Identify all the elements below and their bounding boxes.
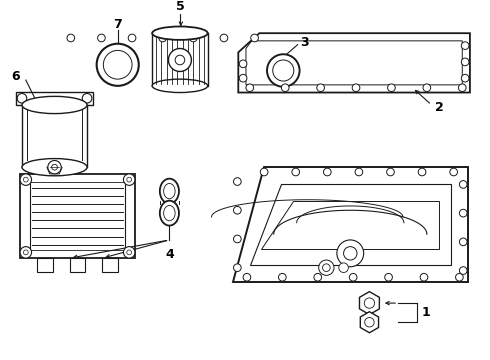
Polygon shape bbox=[37, 258, 52, 271]
Circle shape bbox=[388, 84, 395, 91]
Polygon shape bbox=[250, 184, 451, 265]
Circle shape bbox=[456, 274, 463, 281]
Circle shape bbox=[239, 75, 247, 82]
Circle shape bbox=[48, 161, 61, 174]
Ellipse shape bbox=[160, 201, 179, 226]
Circle shape bbox=[461, 58, 469, 66]
Circle shape bbox=[251, 34, 258, 42]
Polygon shape bbox=[70, 258, 85, 271]
Circle shape bbox=[82, 94, 92, 103]
Polygon shape bbox=[360, 312, 379, 333]
Circle shape bbox=[349, 274, 357, 281]
Circle shape bbox=[460, 209, 467, 217]
Circle shape bbox=[461, 42, 469, 49]
Circle shape bbox=[234, 178, 241, 185]
Text: 3: 3 bbox=[300, 36, 309, 49]
Circle shape bbox=[339, 263, 348, 273]
Circle shape bbox=[123, 174, 135, 185]
Ellipse shape bbox=[160, 179, 179, 203]
Circle shape bbox=[352, 84, 360, 91]
Ellipse shape bbox=[152, 79, 208, 93]
Circle shape bbox=[318, 260, 334, 275]
Circle shape bbox=[420, 274, 428, 281]
Circle shape bbox=[317, 84, 324, 91]
Circle shape bbox=[128, 34, 136, 42]
Text: 7: 7 bbox=[113, 18, 122, 31]
Text: 6: 6 bbox=[11, 70, 20, 83]
Polygon shape bbox=[261, 201, 440, 248]
Circle shape bbox=[314, 274, 321, 281]
Polygon shape bbox=[102, 258, 118, 271]
Circle shape bbox=[281, 84, 289, 91]
Circle shape bbox=[234, 235, 241, 243]
Circle shape bbox=[460, 238, 467, 246]
Circle shape bbox=[337, 240, 364, 267]
Polygon shape bbox=[238, 33, 470, 93]
Text: 4: 4 bbox=[165, 248, 174, 261]
Text: 5: 5 bbox=[175, 0, 184, 13]
Circle shape bbox=[97, 44, 139, 86]
Circle shape bbox=[103, 50, 132, 79]
Circle shape bbox=[239, 60, 247, 68]
Polygon shape bbox=[233, 167, 468, 282]
Circle shape bbox=[355, 168, 363, 176]
Ellipse shape bbox=[164, 184, 175, 199]
Circle shape bbox=[387, 168, 394, 176]
Circle shape bbox=[246, 84, 254, 91]
Text: 2: 2 bbox=[436, 102, 444, 114]
Circle shape bbox=[20, 174, 31, 185]
Circle shape bbox=[267, 54, 299, 87]
Ellipse shape bbox=[152, 27, 208, 40]
Circle shape bbox=[190, 34, 197, 42]
Circle shape bbox=[234, 264, 241, 271]
Circle shape bbox=[459, 84, 466, 91]
Ellipse shape bbox=[22, 96, 87, 114]
Circle shape bbox=[460, 267, 467, 274]
Circle shape bbox=[220, 34, 228, 42]
Circle shape bbox=[460, 181, 467, 188]
Polygon shape bbox=[16, 91, 93, 105]
Circle shape bbox=[20, 247, 31, 258]
Circle shape bbox=[273, 60, 294, 81]
Circle shape bbox=[243, 274, 251, 281]
Circle shape bbox=[423, 84, 431, 91]
Ellipse shape bbox=[164, 206, 175, 221]
Polygon shape bbox=[47, 167, 62, 174]
Circle shape bbox=[450, 168, 458, 176]
Circle shape bbox=[323, 168, 331, 176]
Circle shape bbox=[98, 34, 105, 42]
Circle shape bbox=[461, 75, 469, 82]
Circle shape bbox=[260, 168, 268, 176]
Circle shape bbox=[123, 247, 135, 258]
Circle shape bbox=[234, 206, 241, 214]
Circle shape bbox=[385, 274, 392, 281]
Polygon shape bbox=[360, 292, 379, 315]
Ellipse shape bbox=[169, 49, 192, 72]
Circle shape bbox=[278, 274, 286, 281]
Circle shape bbox=[159, 34, 167, 42]
Polygon shape bbox=[20, 174, 135, 258]
Circle shape bbox=[17, 94, 27, 103]
Circle shape bbox=[67, 34, 74, 42]
Text: 1: 1 bbox=[421, 306, 430, 319]
Circle shape bbox=[292, 168, 299, 176]
Circle shape bbox=[418, 168, 426, 176]
Ellipse shape bbox=[22, 158, 87, 176]
